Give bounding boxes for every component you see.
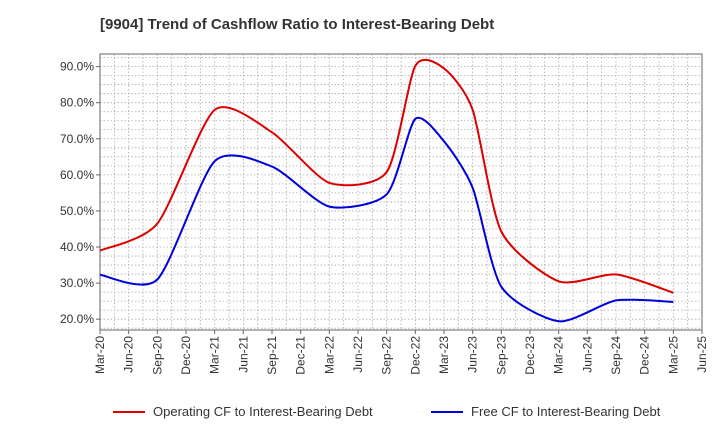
x-tick-label: Mar-20 <box>93 336 107 374</box>
legend: Operating CF to Interest-Bearing Debt Fr… <box>0 404 720 426</box>
legend-swatch-free-cf <box>431 410 463 413</box>
x-tick-label: Sep-24 <box>609 336 623 375</box>
legend-label-free-cf: Free CF to Interest-Bearing Debt <box>471 404 661 419</box>
x-tick-label: Jun-25 <box>695 336 709 373</box>
legend-item-operating-cf: Operating CF to Interest-Bearing Debt <box>113 404 373 419</box>
x-tick-label: Sep-21 <box>265 336 279 375</box>
grid-lines <box>99 54 703 330</box>
x-tick-label: Jun-20 <box>122 336 136 373</box>
x-tick-label: Mar-24 <box>552 336 566 374</box>
y-tick-label: 50.0% <box>60 204 94 218</box>
x-tick-label: Jun-24 <box>580 336 594 373</box>
x-tick-label: Dec-23 <box>523 336 537 375</box>
x-tick-label: Jun-23 <box>466 336 480 373</box>
plot-frame <box>99 53 703 331</box>
y-tick-label: 60.0% <box>60 168 94 182</box>
series-lines <box>99 58 674 323</box>
x-axis: Mar-20 Jun-20 Sep-20 Dec-20 Mar-21 Jun-21 Sep-… <box>93 330 709 375</box>
y-tick-label: 20.0% <box>60 312 94 326</box>
x-tick-label: Jun-21 <box>236 336 250 373</box>
x-tick-label: Sep-20 <box>150 336 164 375</box>
x-tick-label: Dec-24 <box>638 336 652 375</box>
chart-title: [9904] Trend of Cashflow Ratio to Intere… <box>100 16 495 33</box>
legend-label-operating-cf: Operating CF to Interest-Bearing Debt <box>153 404 373 419</box>
y-tick-label: 80.0% <box>60 96 94 110</box>
x-tick-label: Dec-20 <box>179 336 193 375</box>
series-line-free-cf <box>99 116 674 323</box>
legend-item-free-cf: Free CF to Interest-Bearing Debt <box>431 404 660 419</box>
x-tick-label: Mar-23 <box>437 336 451 374</box>
legend-swatch-operating-cf <box>113 410 145 413</box>
series-line-operating-cf <box>99 58 674 294</box>
x-tick-label: Sep-22 <box>380 336 394 375</box>
x-tick-label: Mar-22 <box>322 336 336 374</box>
y-axis: 20.0% 30.0% 40.0% 50.0% 60.0% 70.0% 80.0% 90.0% <box>60 60 100 326</box>
x-tick-label: Sep-23 <box>494 336 508 375</box>
x-tick-label: Mar-21 <box>208 336 222 374</box>
y-tick-label: 70.0% <box>60 132 94 146</box>
y-tick-label: 90.0% <box>60 60 94 74</box>
x-tick-label: Mar-25 <box>666 336 680 374</box>
x-tick-label: Dec-22 <box>408 336 422 375</box>
y-tick-label: 40.0% <box>60 240 94 254</box>
x-tick-label: Jun-22 <box>351 336 365 373</box>
x-tick-label: Dec-21 <box>294 336 308 375</box>
y-tick-label: 30.0% <box>60 276 94 290</box>
